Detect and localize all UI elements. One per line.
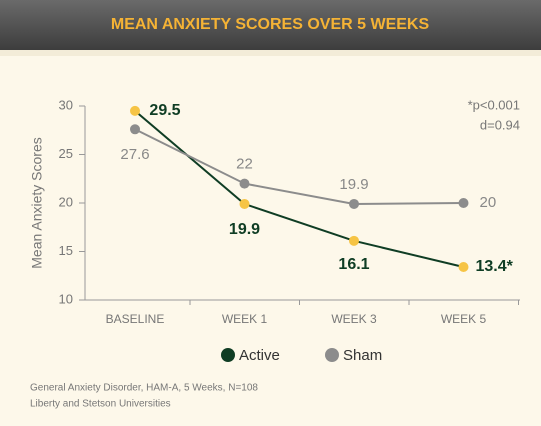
x-tick-label: WEEK 1 (222, 312, 268, 326)
series-line (134, 128, 464, 205)
y-tick-label: 25 (59, 146, 73, 161)
annotation: d=0.94 (480, 117, 520, 132)
y-tick-label: 30 (59, 97, 73, 112)
legend-label: Sham (343, 347, 382, 364)
y-tick-label: 20 (59, 194, 73, 209)
point (239, 178, 250, 189)
point (130, 105, 140, 116)
point (458, 198, 469, 208)
y-axis-label: Mean Anxiety Scores (29, 137, 45, 269)
y-tick-label: 10 (59, 291, 73, 306)
data-label: 29.5 (149, 102, 180, 119)
point (349, 198, 359, 209)
annotation: *p<0.001 (468, 97, 520, 112)
header-shadow (0, 50, 541, 56)
legend-marker (325, 348, 339, 362)
footnote: Liberty and Stetson Universities (30, 399, 171, 410)
legend-label: Active (239, 347, 280, 364)
x-tick-label: WEEK 3 (331, 312, 377, 326)
data-label: 27.6 (120, 146, 149, 163)
data-label: 16.1 (338, 256, 369, 273)
point (349, 235, 359, 246)
data-label: 13.4* (476, 258, 514, 275)
footnote: General Anxiety Disorder, HAM-A, 5 Weeks… (30, 383, 258, 394)
chart-title: MEAN ANXIETY SCORES OVER 5 WEEKS (111, 16, 430, 33)
x-tick-label: WEEK 5 (441, 312, 487, 326)
point (130, 124, 140, 135)
data-label: 19.9 (229, 221, 260, 238)
header (0, 0, 541, 50)
x-tick-label: BASELINE (106, 312, 165, 326)
data-label: 19.9 (339, 176, 368, 193)
data-label: 22 (236, 156, 253, 173)
y-tick-label: 15 (59, 243, 73, 258)
legend-marker (221, 348, 235, 362)
point (458, 262, 469, 273)
data-label: 20 (480, 194, 497, 211)
point (239, 198, 250, 209)
